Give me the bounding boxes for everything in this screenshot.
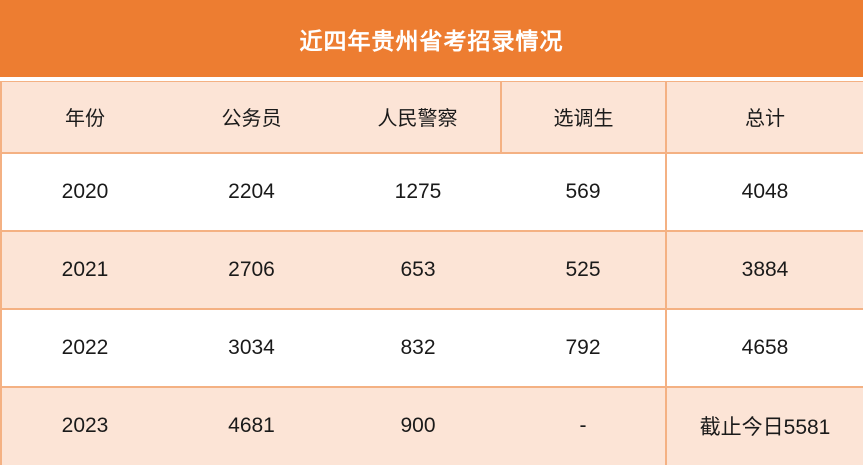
table-row-2022: 2022 3034 832 792 4658 — [1, 308, 863, 388]
cell-police: 1275 — [335, 152, 501, 232]
cell-year: 2023 — [1, 386, 168, 465]
title-table-gap — [0, 77, 863, 81]
cell-police: 653 — [335, 230, 501, 310]
cell-selected-graduate: 792 — [501, 308, 667, 388]
cell-civil-servant: 4681 — [168, 386, 335, 465]
header-cell-total: 总计 — [666, 81, 863, 154]
page-title: 近四年贵州省考招录情况 — [299, 27, 564, 54]
cell-total: 截止今日5581 — [666, 386, 863, 465]
cell-year: 2021 — [1, 230, 168, 310]
cell-year: 2020 — [1, 152, 168, 232]
cell-civil-servant: 2204 — [168, 152, 335, 232]
table-row-2021: 2021 2706 653 525 3884 — [1, 230, 863, 310]
header-cell-police: 人民警察 — [335, 81, 502, 154]
table-header-row: 年份 公务员 人民警察 选调生 总计 — [1, 81, 863, 154]
cell-total: 3884 — [666, 230, 863, 310]
header-cell-selected-graduate: 选调生 — [501, 81, 667, 154]
header-cell-civil-servant: 公务员 — [168, 81, 335, 154]
cell-selected-graduate: 525 — [501, 230, 667, 310]
cell-civil-servant: 2706 — [168, 230, 335, 310]
header-cell-year: 年份 — [1, 81, 168, 154]
cell-year: 2022 — [1, 308, 168, 388]
cell-police: 900 — [335, 386, 501, 465]
recruitment-table: 年份 公务员 人民警察 选调生 总计 2020 2204 1275 569 40… — [0, 81, 863, 465]
title-bar: 近四年贵州省考招录情况 — [0, 0, 863, 77]
table-row-2020: 2020 2204 1275 569 4048 — [1, 152, 863, 232]
cell-total: 4048 — [666, 152, 863, 232]
cell-total: 4658 — [666, 308, 863, 388]
cell-police: 832 — [335, 308, 501, 388]
cell-selected-graduate: - — [501, 386, 667, 465]
table-row-2023: 2023 4681 900 - 截止今日5581 — [1, 386, 863, 465]
cell-selected-graduate: 569 — [501, 152, 667, 232]
cell-civil-servant: 3034 — [168, 308, 335, 388]
